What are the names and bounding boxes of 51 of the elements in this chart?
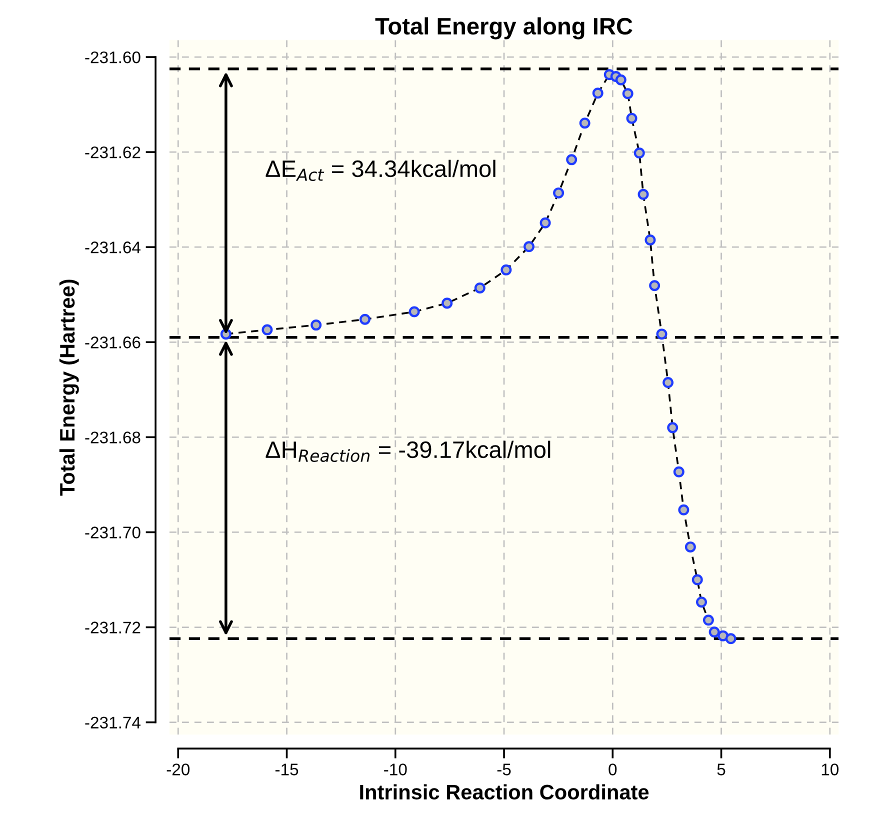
x-tick-label: -5 — [497, 764, 511, 776]
y-tick-label: -231.66 — [85, 336, 140, 348]
point — [540, 217, 551, 228]
x-axis-title: Intrinsic Reaction Coordinate — [360, 784, 649, 800]
point — [667, 422, 678, 434]
point — [692, 574, 703, 586]
point — [310, 320, 322, 331]
point — [673, 466, 684, 478]
y-tick-label: -231.74 — [85, 716, 140, 729]
point — [566, 154, 578, 166]
point — [442, 298, 453, 309]
y-tick-label: -231.62 — [85, 146, 140, 158]
y-tick-label: -231.60 — [85, 51, 140, 64]
point — [638, 188, 649, 200]
point — [702, 614, 714, 626]
point — [615, 74, 626, 86]
point — [359, 314, 370, 325]
point — [684, 541, 696, 552]
x-tick-label: 10 — [822, 764, 839, 776]
point — [592, 88, 604, 99]
point — [500, 264, 512, 276]
point — [678, 504, 690, 516]
point — [626, 112, 638, 124]
point — [644, 234, 656, 246]
x-tick-label: -20 — [166, 764, 190, 776]
point — [696, 596, 707, 608]
point — [725, 633, 736, 644]
y-axis-title: Total Energy (Hartree) — [59, 280, 79, 496]
x-tick-label: -15 — [275, 764, 298, 776]
y-tick-label: -231.64 — [85, 242, 140, 254]
x-tick-label: 5 — [717, 764, 726, 776]
point — [553, 187, 564, 198]
point — [579, 118, 590, 129]
point — [662, 377, 674, 388]
annotation: ΔH$_{Reaction}$ = -39.17kcal/mol — [266, 440, 550, 462]
chart-title: Total Energy along IRC — [375, 17, 632, 40]
point — [708, 626, 720, 638]
y-tick-label: -231.70 — [85, 526, 140, 538]
x-tick-label: -10 — [384, 764, 407, 776]
point — [524, 241, 535, 252]
x-tick-label: 0 — [608, 764, 617, 776]
point — [408, 306, 420, 318]
point — [634, 148, 645, 159]
point — [622, 88, 634, 100]
point — [474, 282, 486, 294]
annotation: ΔE$_{Act}$ = 34.34kcal/mol — [266, 160, 496, 182]
point — [262, 324, 273, 336]
y-tick-label: -231.72 — [85, 622, 140, 634]
point — [649, 280, 660, 292]
point — [656, 328, 668, 340]
y-tick-label: -231.68 — [85, 432, 140, 444]
